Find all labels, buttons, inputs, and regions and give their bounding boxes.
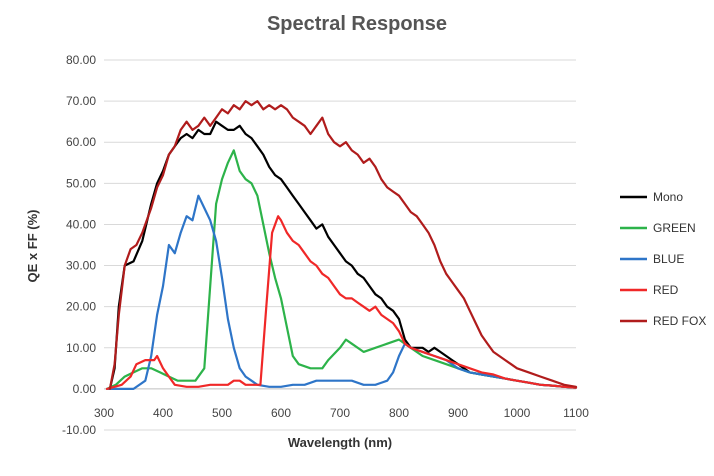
x-tick-label: 600 xyxy=(271,406,291,420)
x-tick-label: 700 xyxy=(330,406,350,420)
y-tick-label: 30.00 xyxy=(66,259,96,273)
series-line-blue xyxy=(105,194,578,390)
y-tick-label: 10.00 xyxy=(66,341,96,355)
legend-label-red: RED xyxy=(653,283,679,297)
legend-label-blue: BLUE xyxy=(653,252,684,266)
x-tick-label: 800 xyxy=(389,406,409,420)
legend: Mono GREEN BLUE RED RED FOX xyxy=(620,190,706,328)
x-tick-label: 400 xyxy=(153,406,173,420)
series-line-mono xyxy=(108,120,578,390)
x-tick-labels: 300 400 500 600 700 800 900 1000 1100 xyxy=(94,406,589,420)
x-axis-title: Wavelength (nm) xyxy=(288,435,392,450)
series-line-red xyxy=(105,215,578,390)
series-line-red-fox xyxy=(108,99,578,390)
y-tick-label: 0.00 xyxy=(73,382,97,396)
gridlines xyxy=(104,59,576,431)
x-tick-label: 900 xyxy=(448,406,468,420)
y-tick-label: 50.00 xyxy=(66,176,96,190)
legend-label-mono: Mono xyxy=(653,190,683,204)
x-tick-label: 1100 xyxy=(563,406,589,420)
y-tick-label: -10.00 xyxy=(62,423,96,437)
y-tick-label: 40.00 xyxy=(66,217,96,231)
y-tick-label: 70.00 xyxy=(66,94,96,108)
legend-label-red-fox: RED FOX xyxy=(653,314,706,328)
x-tick-label: 500 xyxy=(212,406,232,420)
y-axis-title: QE x FF (%) xyxy=(25,210,40,283)
legend-label-green: GREEN xyxy=(653,221,696,235)
y-tick-label: 60.00 xyxy=(66,135,96,149)
x-tick-label: 1000 xyxy=(504,406,531,420)
chart-title: Spectral Response xyxy=(267,13,447,35)
series-line-green xyxy=(105,149,578,390)
series-lines xyxy=(105,99,578,390)
x-tick-label: 300 xyxy=(94,406,114,420)
y-tick-label: 20.00 xyxy=(66,300,96,314)
y-tick-labels: -10.00 0.00 10.00 20.00 30.00 40.00 50.00 60.00… xyxy=(62,53,96,437)
y-tick-label: 80.00 xyxy=(66,53,96,67)
